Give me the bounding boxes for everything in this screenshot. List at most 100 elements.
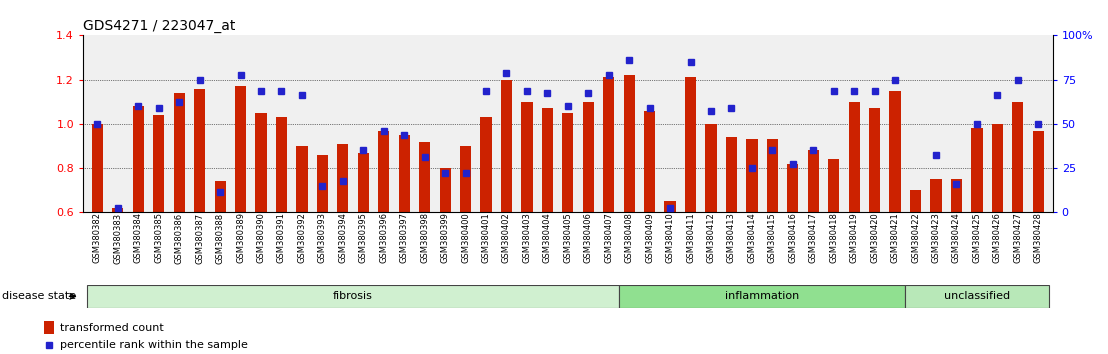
Bar xyxy=(378,131,389,212)
Bar xyxy=(624,75,635,212)
Text: GSM380385: GSM380385 xyxy=(154,212,163,263)
Text: GSM380410: GSM380410 xyxy=(666,212,675,263)
Bar xyxy=(706,124,717,212)
Text: GSM380411: GSM380411 xyxy=(686,212,695,263)
Text: GSM380389: GSM380389 xyxy=(236,212,245,263)
Text: GSM380395: GSM380395 xyxy=(359,212,368,263)
Text: GSM380425: GSM380425 xyxy=(973,212,982,263)
Bar xyxy=(194,88,205,212)
Text: GSM380400: GSM380400 xyxy=(461,212,470,263)
Bar xyxy=(522,102,533,212)
Text: GSM380413: GSM380413 xyxy=(727,212,736,263)
Text: GSM380398: GSM380398 xyxy=(420,212,429,263)
Text: unclassified: unclassified xyxy=(944,291,1010,302)
Text: GSM380391: GSM380391 xyxy=(277,212,286,263)
Bar xyxy=(828,159,840,212)
Bar xyxy=(603,78,614,212)
Bar xyxy=(256,113,267,212)
Text: GSM380401: GSM380401 xyxy=(482,212,491,263)
Bar xyxy=(890,91,901,212)
Bar xyxy=(808,150,819,212)
Bar xyxy=(726,137,737,212)
Bar xyxy=(133,106,144,212)
Text: inflammation: inflammation xyxy=(725,291,799,302)
Text: GSM380383: GSM380383 xyxy=(113,212,122,263)
Text: GSM380412: GSM380412 xyxy=(707,212,716,263)
Bar xyxy=(849,102,860,212)
Bar xyxy=(583,102,594,212)
Text: GSM380420: GSM380420 xyxy=(870,212,879,263)
Text: GSM380421: GSM380421 xyxy=(891,212,900,263)
Text: GSM380393: GSM380393 xyxy=(318,212,327,263)
Bar xyxy=(112,208,123,212)
Bar xyxy=(88,285,619,308)
Bar xyxy=(174,93,185,212)
Bar xyxy=(44,321,54,334)
Text: GSM380419: GSM380419 xyxy=(850,212,859,263)
Bar xyxy=(869,108,880,212)
Text: GSM380416: GSM380416 xyxy=(788,212,798,263)
Text: GSM380409: GSM380409 xyxy=(645,212,654,263)
Bar xyxy=(619,285,905,308)
Text: GSM380405: GSM380405 xyxy=(563,212,573,263)
Text: percentile rank within the sample: percentile rank within the sample xyxy=(60,340,248,350)
Bar xyxy=(215,181,226,212)
Bar xyxy=(992,124,1003,212)
Bar xyxy=(235,86,246,212)
Text: GSM380418: GSM380418 xyxy=(829,212,839,263)
Text: GSM380424: GSM380424 xyxy=(952,212,961,263)
Bar xyxy=(562,113,574,212)
Bar xyxy=(296,146,308,212)
Text: GSM380394: GSM380394 xyxy=(338,212,348,263)
Text: GDS4271 / 223047_at: GDS4271 / 223047_at xyxy=(83,19,236,33)
Text: transformed count: transformed count xyxy=(60,322,164,332)
Text: GSM380387: GSM380387 xyxy=(195,212,204,263)
Bar xyxy=(440,168,451,212)
Text: GSM380408: GSM380408 xyxy=(625,212,634,263)
Bar xyxy=(951,179,962,212)
Bar xyxy=(910,190,921,212)
Bar xyxy=(419,142,430,212)
Bar xyxy=(1013,102,1024,212)
Text: GSM380386: GSM380386 xyxy=(175,212,184,263)
Text: GSM380417: GSM380417 xyxy=(809,212,818,263)
Bar xyxy=(905,285,1048,308)
Bar xyxy=(767,139,778,212)
Text: disease state: disease state xyxy=(2,291,76,301)
Bar xyxy=(337,144,349,212)
Text: GSM380390: GSM380390 xyxy=(257,212,266,263)
Bar xyxy=(644,110,655,212)
Bar xyxy=(501,80,512,212)
Text: GSM380423: GSM380423 xyxy=(932,212,941,263)
Text: GSM380428: GSM380428 xyxy=(1034,212,1043,263)
Text: GSM380407: GSM380407 xyxy=(604,212,613,263)
Bar xyxy=(1033,131,1044,212)
Bar xyxy=(276,117,287,212)
Bar xyxy=(787,164,799,212)
Text: GSM380397: GSM380397 xyxy=(400,212,409,263)
Text: GSM380414: GSM380414 xyxy=(748,212,757,263)
Bar xyxy=(358,153,369,212)
Text: GSM380396: GSM380396 xyxy=(379,212,388,263)
Bar xyxy=(542,108,553,212)
Bar xyxy=(399,135,410,212)
Bar xyxy=(972,129,983,212)
Bar xyxy=(153,115,164,212)
Text: GSM380404: GSM380404 xyxy=(543,212,552,263)
Text: GSM380415: GSM380415 xyxy=(768,212,777,263)
Bar xyxy=(665,201,676,212)
Text: GSM380384: GSM380384 xyxy=(134,212,143,263)
Text: GSM380399: GSM380399 xyxy=(441,212,450,263)
Bar xyxy=(460,146,471,212)
Text: GSM380403: GSM380403 xyxy=(523,212,532,263)
Text: GSM380388: GSM380388 xyxy=(216,212,225,263)
Text: GSM380427: GSM380427 xyxy=(1014,212,1023,263)
Text: GSM380382: GSM380382 xyxy=(93,212,102,263)
Text: GSM380426: GSM380426 xyxy=(993,212,1002,263)
Text: GSM380406: GSM380406 xyxy=(584,212,593,263)
Bar xyxy=(92,124,103,212)
Bar xyxy=(685,78,696,212)
Text: GSM380402: GSM380402 xyxy=(502,212,511,263)
Bar xyxy=(931,179,942,212)
Text: GSM380422: GSM380422 xyxy=(911,212,920,263)
